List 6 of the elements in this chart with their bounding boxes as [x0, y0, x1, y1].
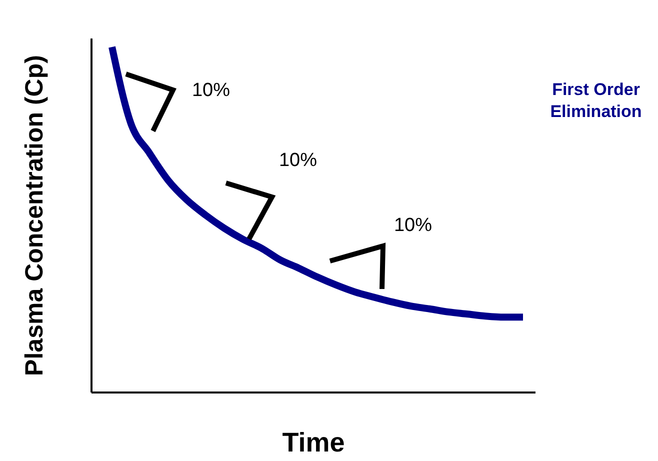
annotation: 10%	[394, 215, 432, 236]
x-axis-title: Time	[282, 428, 345, 458]
y-axis-title: Plasma Concentration (Cp)	[20, 55, 48, 376]
annotation: 10%	[192, 80, 230, 101]
annotation: 10%	[278, 150, 318, 171]
text: First Order Elimination	[550, 80, 642, 121]
